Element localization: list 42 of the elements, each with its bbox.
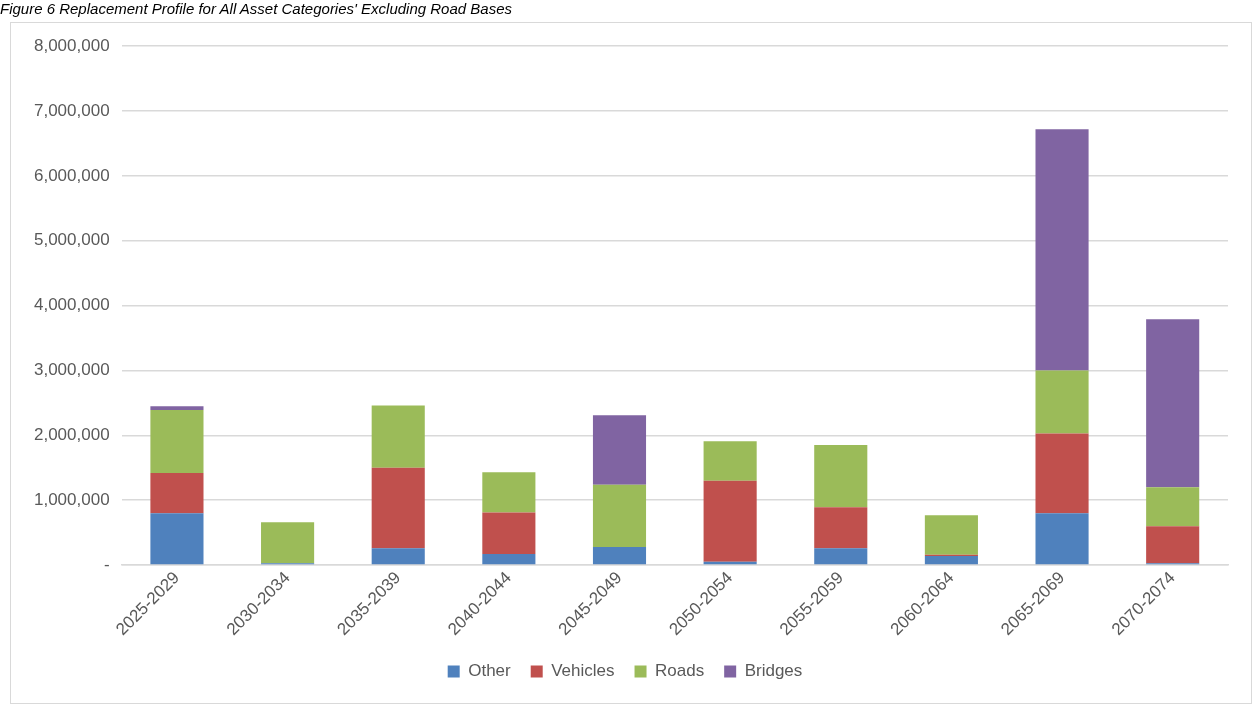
bar xyxy=(150,472,204,514)
bar xyxy=(592,546,647,565)
legend-label: Other xyxy=(468,661,512,681)
y-tick-label: 7,000,000 xyxy=(33,100,110,120)
bar xyxy=(261,522,315,564)
bar xyxy=(703,480,757,562)
bar xyxy=(814,445,868,508)
bar xyxy=(924,556,978,565)
bar xyxy=(150,410,204,473)
legend-label: Vehicles xyxy=(551,661,615,681)
bar xyxy=(482,472,536,513)
bar xyxy=(924,515,978,555)
bar xyxy=(371,548,425,565)
chart-title: Figure 6 Replacement Profile for All Asset Categories' Excluding Road Bases xyxy=(0,0,512,17)
y-tick-label: 6,000,000 xyxy=(33,165,110,185)
bar xyxy=(1146,487,1200,527)
bar xyxy=(150,513,204,565)
bar xyxy=(1035,370,1089,434)
bar xyxy=(592,484,647,547)
bar xyxy=(150,406,204,411)
legend-label: Bridges xyxy=(744,661,803,681)
y-tick-label: 1,000,000 xyxy=(33,489,110,509)
bar xyxy=(1035,513,1089,565)
legend-label: Roads xyxy=(655,661,705,681)
y-tick-label: 5,000,000 xyxy=(33,230,110,250)
bar xyxy=(1146,526,1200,564)
y-tick-label: 8,000,000 xyxy=(33,35,110,55)
bar xyxy=(1035,433,1089,514)
y-tick-label: - xyxy=(103,554,110,574)
bar xyxy=(482,554,536,565)
bar xyxy=(703,441,757,481)
bar xyxy=(482,512,536,555)
bar xyxy=(371,467,425,549)
y-tick-label: 3,000,000 xyxy=(33,360,110,380)
bar xyxy=(592,415,647,485)
bar xyxy=(1035,129,1089,371)
bar xyxy=(371,405,425,468)
y-tick-label: 2,000,000 xyxy=(33,425,110,445)
bar xyxy=(814,548,868,565)
y-tick-label: 4,000,000 xyxy=(33,295,110,315)
bar xyxy=(1146,319,1200,488)
bar xyxy=(814,507,868,549)
